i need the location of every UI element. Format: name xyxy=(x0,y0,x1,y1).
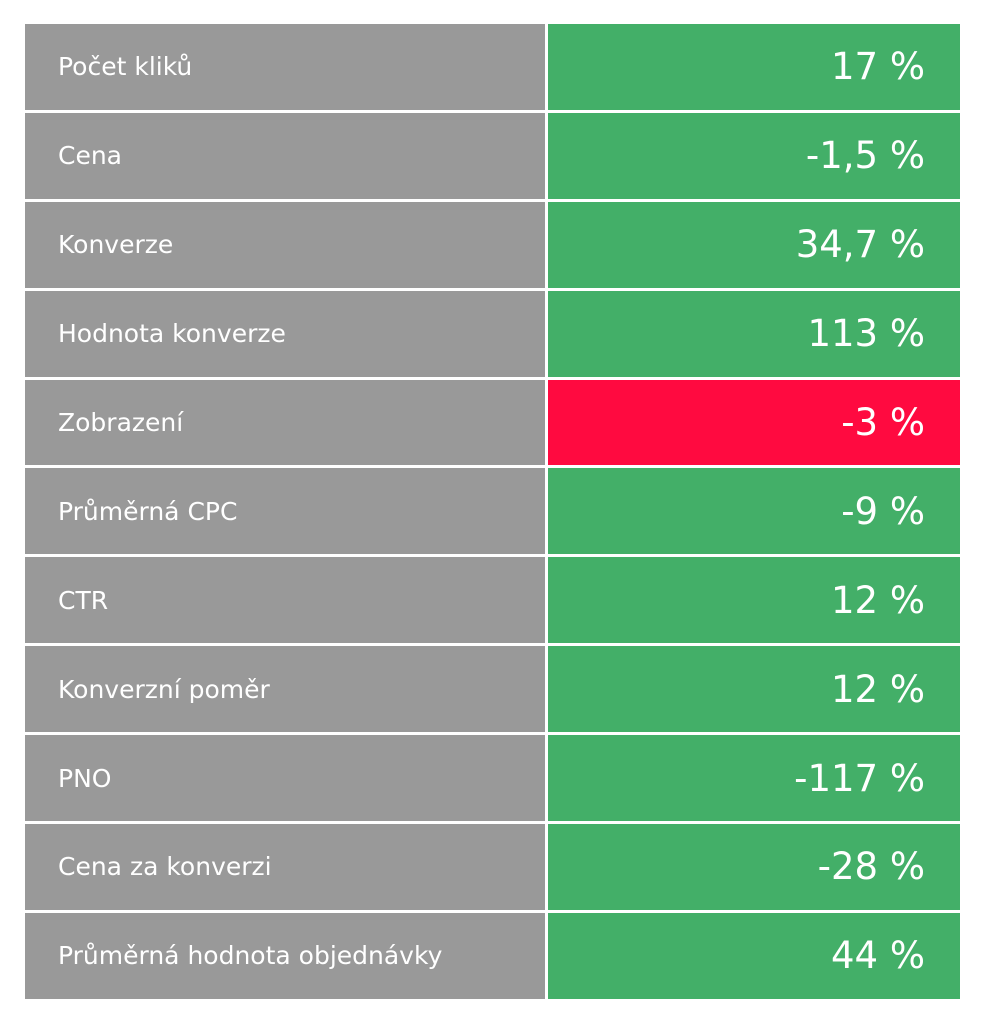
metric-value: -28 % xyxy=(548,824,960,910)
metric-value: 12 % xyxy=(548,646,960,733)
metrics-table: Počet kliků 17 % Cena -1,5 % Konverze 34,7 % H… xyxy=(25,24,960,999)
metric-label: PNO xyxy=(25,735,545,822)
metric-value: 44 % xyxy=(548,912,960,999)
metric-value: -117 % xyxy=(548,735,960,822)
metric-value: 34,7 % xyxy=(548,201,960,288)
metric-value: -1,5 % xyxy=(548,112,960,199)
metric-label: Hodnota konverze xyxy=(25,290,545,377)
metric-label: Cena xyxy=(25,112,545,199)
metric-value: 113 % xyxy=(548,290,960,377)
metric-value: 12 % xyxy=(548,557,960,644)
metric-label: Průměrná hodnota objednávky xyxy=(25,912,545,999)
metric-label: CTR xyxy=(25,557,545,644)
metric-label: Zobrazení xyxy=(25,379,545,466)
metric-value: -3 % xyxy=(548,379,960,466)
metric-value: 17 % xyxy=(548,24,960,110)
metric-label: Cena za konverzi xyxy=(25,824,545,910)
metric-value: -9 % xyxy=(548,468,960,555)
metric-label: Průměrná CPC xyxy=(25,468,545,555)
metric-label: Počet kliků xyxy=(25,24,545,110)
metric-label: Konverzní poměr xyxy=(25,646,545,733)
metric-label: Konverze xyxy=(25,201,545,288)
